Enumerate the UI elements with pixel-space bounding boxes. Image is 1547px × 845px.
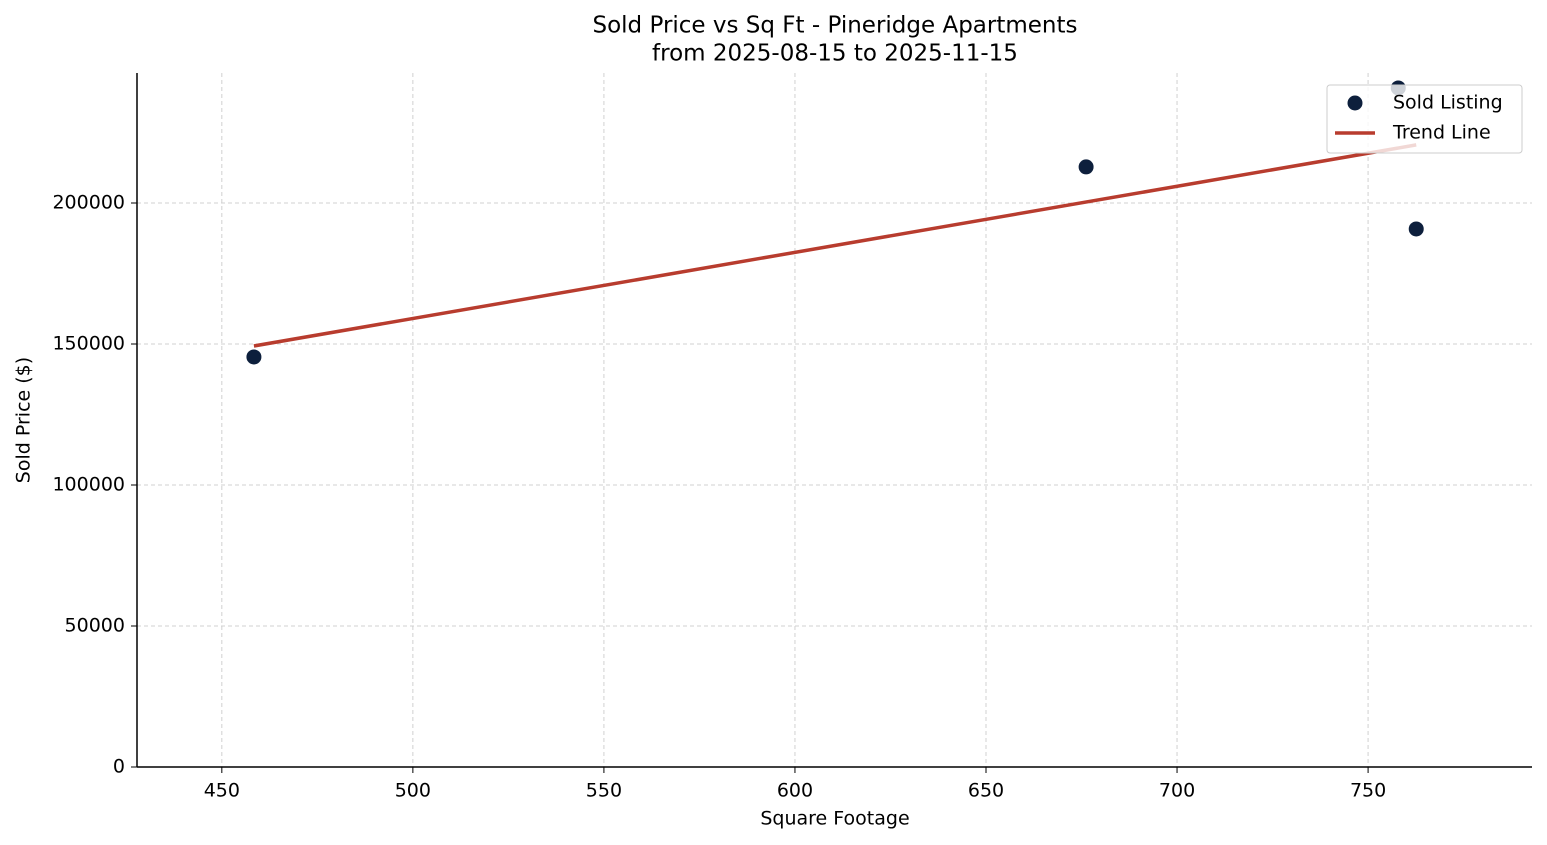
chart-title: Sold Price vs Sq Ft - Pineridge Apartmen… [593, 13, 1078, 39]
chart-subtitle: from 2025-08-15 to 2025-11-15 [652, 41, 1018, 67]
point [246, 349, 262, 365]
y-axis-label: Sold Price ($) [13, 357, 35, 483]
x-tick-label: 750 [1350, 780, 1386, 802]
x-tick-label: 600 [777, 780, 813, 802]
x-tick-label: 450 [204, 780, 240, 802]
y-tick-label: 50000 [65, 615, 125, 637]
y-tick-label: 100000 [52, 474, 125, 496]
x-tick-label: 700 [1159, 780, 1195, 802]
legend-swatch [1347, 95, 1363, 111]
y-tick-label: 150000 [52, 333, 125, 355]
y-tick-label: 200000 [52, 192, 125, 214]
point [1408, 221, 1424, 237]
y-tick-label: 0 [113, 756, 125, 778]
legend-box [1326, 84, 1523, 154]
x-tick-label: 500 [395, 780, 431, 802]
trend-line [253, 143, 1417, 348]
x-axis-label: Square Footage [760, 808, 909, 830]
legend-label: Sold Listing [1393, 92, 1503, 114]
x-tick-label: 550 [586, 780, 622, 802]
x-tick-label: 650 [968, 780, 1004, 802]
legend-label: Trend Line [1392, 122, 1491, 144]
point [1078, 159, 1094, 175]
